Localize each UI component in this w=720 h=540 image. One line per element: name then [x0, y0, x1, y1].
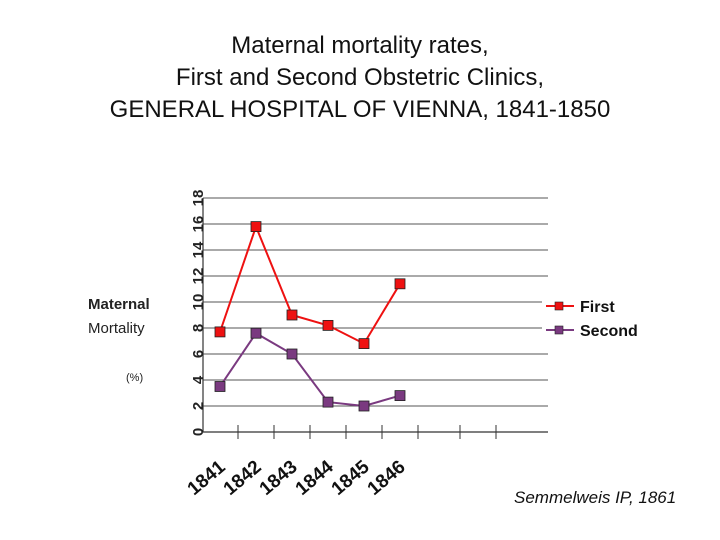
- point-first-1844: [322, 319, 334, 331]
- y-tick-label-0: 0: [190, 428, 207, 436]
- title-line-2: First and Second Obstetric Clinics,: [175, 64, 545, 91]
- point-second-1846: [394, 390, 406, 402]
- point-second-1845: [358, 400, 370, 412]
- point-second-1841: [214, 381, 226, 392]
- y-tick-label-16: 16: [190, 216, 207, 233]
- legend-label-second: Second: [580, 323, 638, 340]
- point-second-1842: [250, 327, 262, 339]
- point-first-1846: [394, 278, 406, 290]
- x-tick-label-1841: 1841: [184, 456, 230, 500]
- y-tick-label-18: 18: [190, 190, 207, 207]
- series-line-first: [219, 223, 401, 345]
- source-credit: Semmelweis IP, 1861: [514, 488, 677, 507]
- x-tick-label-1842: 1842: [220, 457, 266, 500]
- y-tick-label-2: 2: [190, 402, 207, 410]
- y-axis-label-line-1: Maternal: [88, 296, 150, 313]
- x-tick-label-1844: 1844: [292, 456, 338, 500]
- legend-marker-second: [554, 325, 564, 335]
- point-first-1845: [358, 338, 370, 350]
- y-tick-label-10: 10: [190, 294, 207, 311]
- point-second-1844: [322, 396, 334, 408]
- legend-label-first: First: [580, 299, 615, 316]
- y-tick-label-4: 4: [190, 375, 207, 384]
- y-tick-label-8: 8: [190, 324, 207, 332]
- y-tick-label-6: 6: [190, 350, 207, 358]
- point-first-1842: [250, 221, 262, 233]
- x-tick-label-1846: 1846: [364, 457, 410, 500]
- point-first-1843: [286, 309, 298, 321]
- legend-marker-first: [554, 301, 564, 311]
- title-line-3: GENERAL HOSPITAL OF VIENNA, 1841-1850: [109, 96, 611, 123]
- chart-title: Maternal mortality rates, First and Seco…: [0, 30, 720, 126]
- title-line-1: Maternal mortality rates,: [231, 32, 489, 59]
- series-line-second: [219, 331, 401, 408]
- y-tick-label-12: 12: [190, 268, 207, 285]
- point-second-1843: [286, 348, 298, 360]
- y-axis-unit: (%): [126, 372, 144, 384]
- x-tick-label-1845: 1845: [328, 456, 374, 500]
- y-axis-label-line-2: Mortality: [88, 320, 145, 337]
- y-tick-label-14: 14: [190, 241, 207, 258]
- x-tick-label-1843: 1843: [256, 457, 302, 500]
- point-first-1841: [214, 326, 226, 338]
